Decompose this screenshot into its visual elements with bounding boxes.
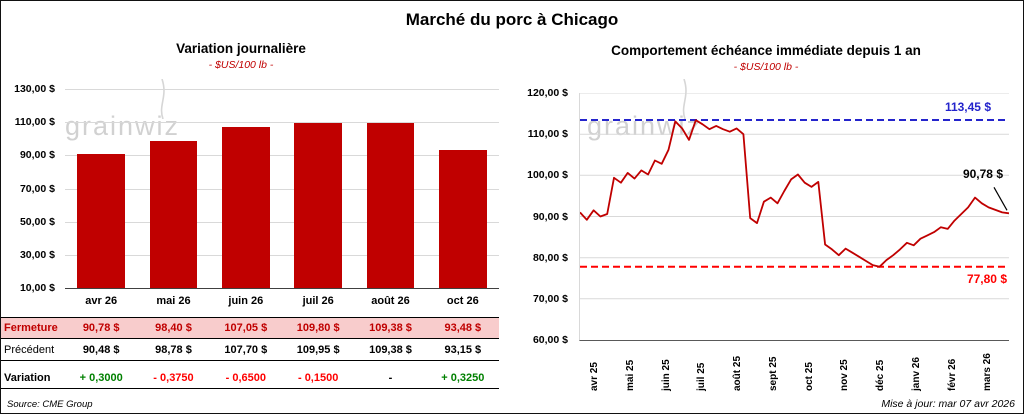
support-label: 77,80 $ [966,271,1007,286]
x-tick-label: mai 25 [624,359,636,391]
bar-avr-26 [77,154,126,288]
bar-juin-26 [221,127,270,288]
line-chart-subtitle: - $US/100 lb - [733,61,799,73]
grainwiz-stalk-icon [682,79,687,119]
bar-mai-26 [149,141,198,288]
line-chart-y-axis: 120,00 $ 110,00 $ 100,00 $ 90,00 $ 80,00 $ 70… [513,87,573,346]
table-cell: - 0,6500 [225,371,267,384]
y-tick-label: 90,00 $ [532,210,568,223]
gridline [65,221,499,223]
price-series [580,119,1009,268]
y-tick-label: 110,00 $ [14,116,55,129]
gridline [65,188,499,190]
y-tick-label: 60,00 $ [532,334,568,346]
x-tick-label: juil 25 [696,362,708,391]
grainwiz-watermark-text: grainwiz [65,111,181,141]
x-tick-label: juin 25 [660,359,672,391]
x-tick-label: nov 25 [839,359,851,391]
table-cell: 107,05 $ [224,322,268,334]
table-cell: 98,78 $ [155,343,192,356]
y-tick-label: 130,00 $ [14,83,55,95]
row-label: Variation [4,371,51,384]
x-tick-label: juil 26 [302,295,334,307]
bar-chart-y-axis: 130,00 $ 110,00 $ 90,00 $ 70,00 $ 50,00 $ 30,… [1,83,59,294]
table-cell: + 0,3250 [441,371,485,384]
table-row-close: Fermeture 90,78 $ 98,40 $ 107,05 $ 109,80 $ 1… [1,317,499,339]
table-cell: 109,38 $ [369,343,412,356]
y-tick-label: 10,00 $ [19,282,55,294]
table-row-variation: Variation + 0,3000 - 0,3750 - 0,6500 - 0,150… [1,367,499,389]
y-tick-label: 120,00 $ [527,87,568,99]
row-label: Fermeture [4,322,58,334]
bar-août-26 [366,123,415,288]
y-tick-label: 80,00 $ [532,251,568,264]
table-cell: - [388,371,393,384]
row-label: Précédent [4,343,55,356]
table-cell: 90,78 $ [82,322,120,334]
x-tick-label: juin 26 [228,295,264,307]
table-cell: 109,80 $ [296,322,340,334]
y-tick-label: 70,00 $ [19,182,55,195]
y-tick-label: 70,00 $ [532,292,568,305]
table-cell: + 0,3000 [79,371,123,384]
x-tick-label: oct 26 [446,295,479,307]
price-table: Fermeture 90,78 $ 98,40 $ 107,05 $ 109,80 $ 1… [1,317,499,389]
x-tick-label: avr 26 [85,295,118,307]
last-price-label: 90,78 $ [962,167,1003,182]
x-tick-label: sept 25 [767,356,779,391]
table-cell: 93,15 $ [444,343,482,356]
resistance-label: 113,45 $ [944,99,991,114]
gridline [65,155,499,157]
table-cell: - 0,3750 [153,371,194,384]
grainwiz-watermark: grainwiz [587,79,703,142]
y-tick-label: 100,00 $ [527,169,568,182]
last-price-pointer [993,187,1008,211]
grainwiz-stalk-icon [160,79,165,119]
gridline [65,122,499,124]
grainwiz-watermark-text: grainwiz [587,111,703,141]
bar-juil-26 [294,122,343,288]
bar-chart-panel: Variation journalière - $US/100 lb - gra… [1,1,513,413]
bar-oct-26 [438,149,487,288]
x-tick-label: août 25 [732,355,743,391]
bar-chart-plot [65,89,499,289]
y-tick-label: 90,00 $ [19,149,55,162]
table-cell: - 0,1500 [297,371,339,384]
table-cell: 109,95 $ [296,343,340,356]
source-note: Source: CME Group [7,399,93,410]
table-row-previous: Précédent 90,48 $ 98,78 $ 107,70 $ 109,95 $ 1… [1,339,499,361]
line-chart-panel: Comportement échéance immédiate depuis 1… [513,1,1023,413]
line-chart-x-axis: avr 25 mai 25 juin 25 juil 25 août 25 sept 25… [579,345,1019,399]
line-chart-svg [580,93,1009,300]
grainwiz-watermark: grainwiz [65,79,181,142]
x-tick-label: déc 25 [875,359,886,391]
bar-chart-subtitle: - $US/100 lb - [208,59,274,71]
bar-chart-title: Variation journalière [176,41,306,56]
x-tick-label: mars 26 [982,353,994,391]
page-title: Marché du porc à Chicago [405,10,619,29]
x-tick-label: févr 26 [946,358,958,391]
table-cell: 107,70 $ [224,343,268,356]
x-tick-label: oct 25 [803,362,815,391]
x-tick-label: mai 26 [156,295,191,307]
x-tick-label: janv 26 [910,357,922,391]
table-cell: 98,40 $ [155,322,192,334]
y-tick-label: 50,00 $ [19,215,55,228]
y-tick-label: 110,00 $ [527,128,568,141]
x-tick-label: avr 25 [589,362,600,391]
gridline [65,89,499,90]
x-tick-label: août 26 [371,295,410,307]
table-cell: 93,48 $ [444,322,482,334]
line-chart-plot [579,93,1009,341]
updated-note: Mise à jour: mar 07 avr 2026 [881,398,1015,410]
y-tick-label: 30,00 $ [19,248,55,261]
bar-chart-x-axis: avr 26 mai 26 juin 26 juil 26 août 26 oct 26 [65,295,499,311]
table-cell: 109,38 $ [369,322,412,334]
line-chart-title: Comportement échéance immédiate depuis 1… [611,43,921,58]
table-cell: 90,48 $ [82,343,120,356]
gridline [65,254,499,256]
